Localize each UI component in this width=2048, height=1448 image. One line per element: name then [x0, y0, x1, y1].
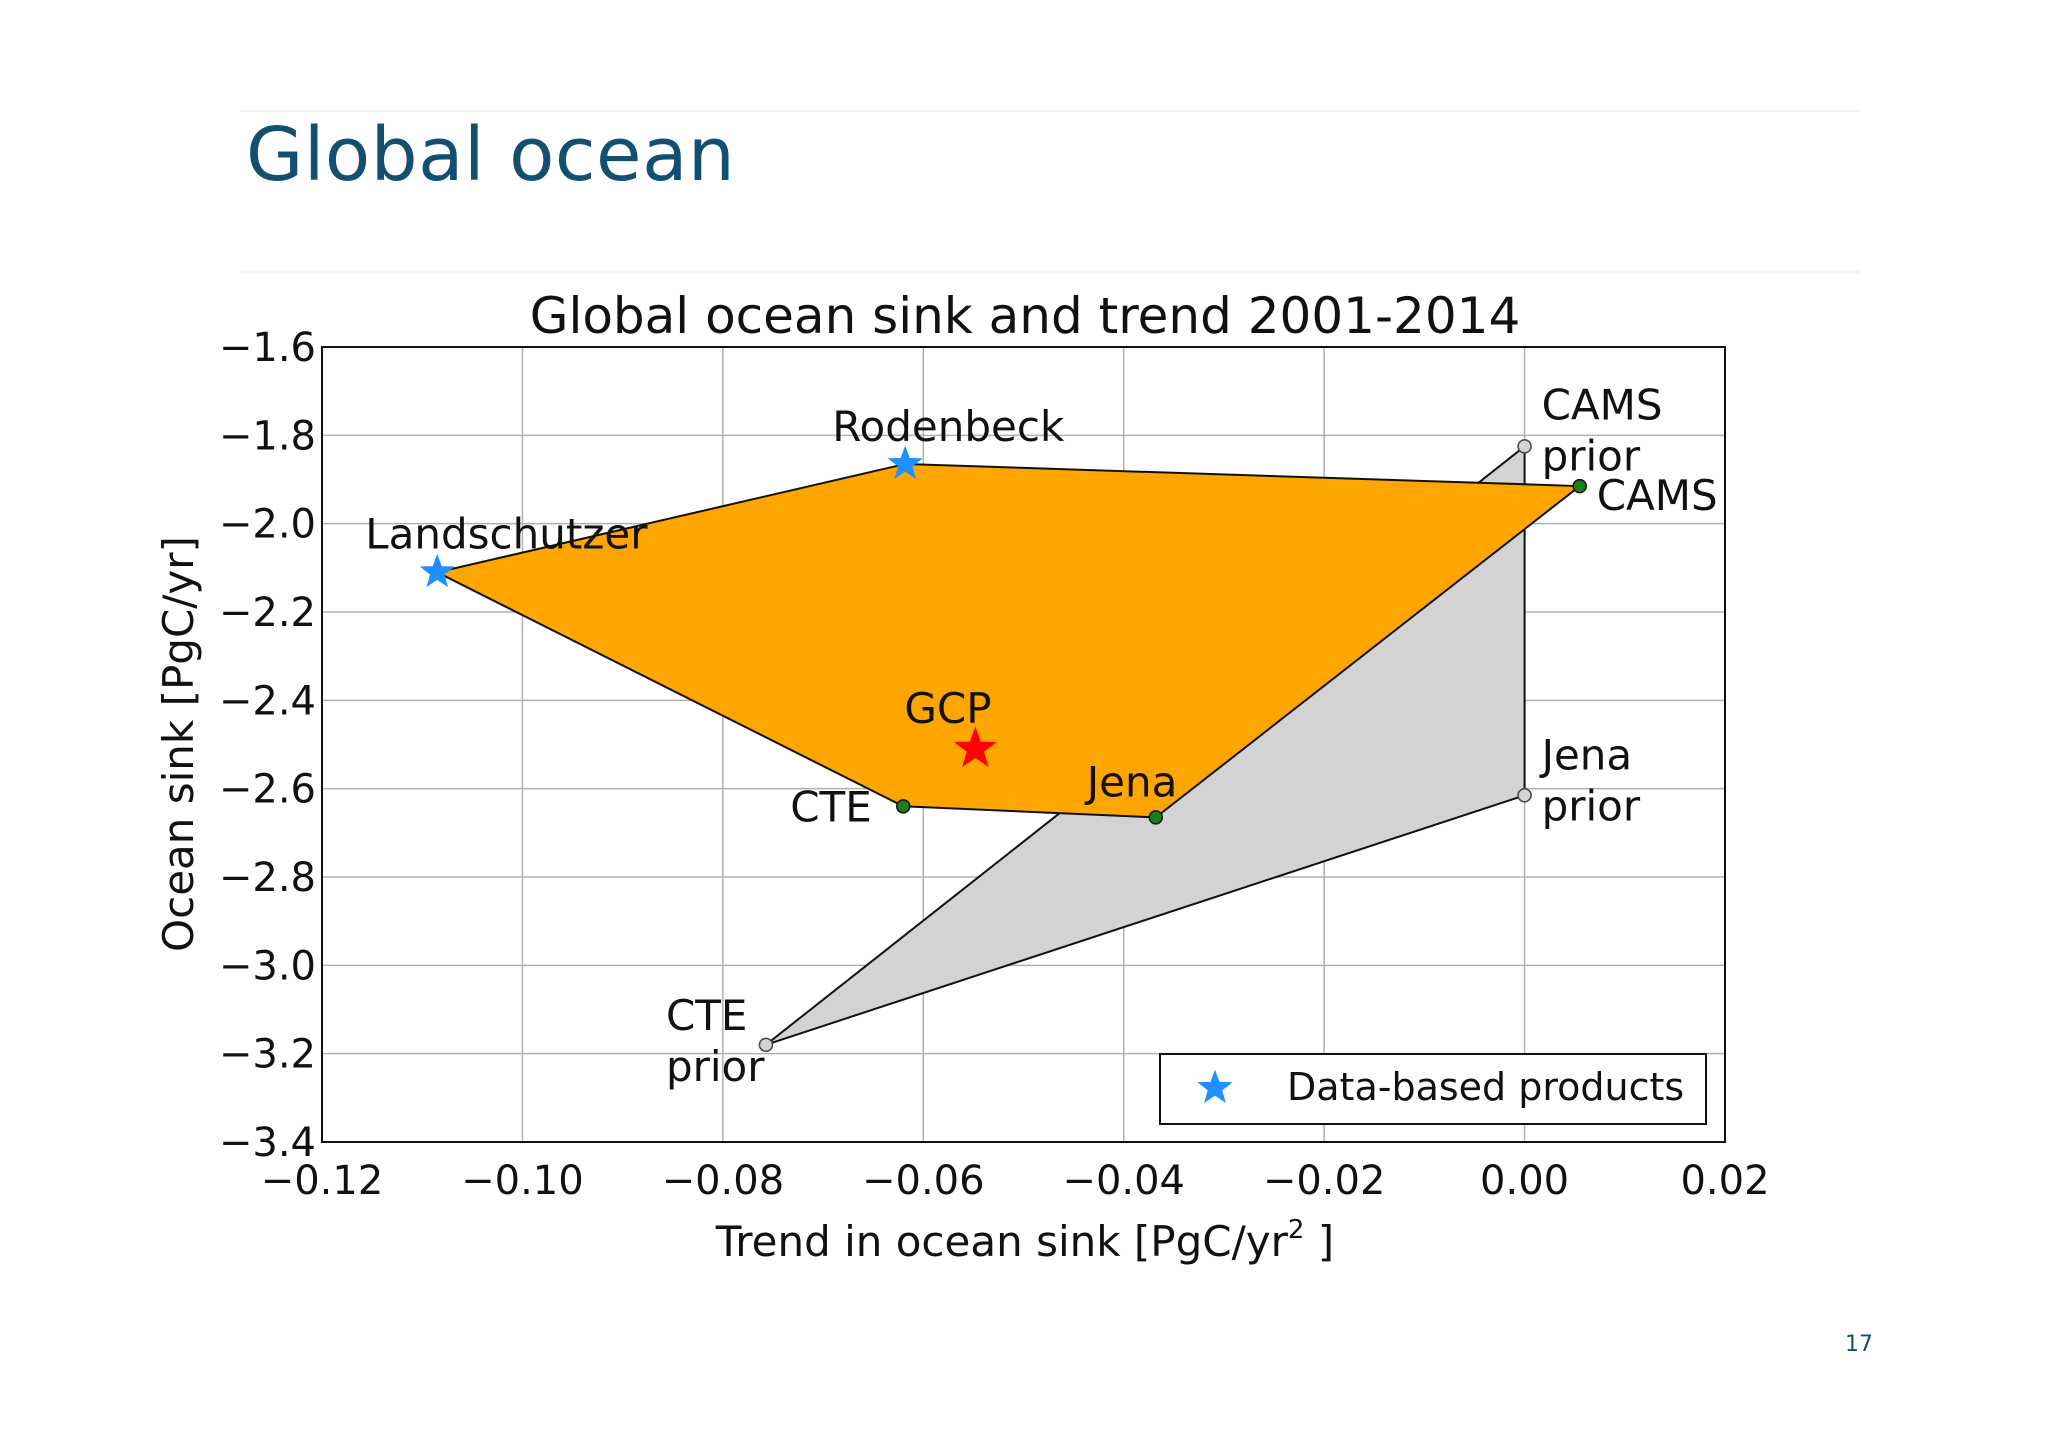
x-tick-label: −0.08 [662, 1158, 785, 1204]
y-tick-label: −3.0 [219, 943, 316, 989]
x-tick-label: −0.02 [1263, 1158, 1386, 1204]
y-axis-label: Ocean sink [PgC/yr] [154, 536, 203, 952]
posterior-envelope-polygon [434, 462, 1583, 819]
jena-marker [1148, 810, 1164, 825]
x-tick-label: −0.04 [1062, 1158, 1185, 1204]
legend-star-icon [1197, 1069, 1233, 1103]
landschutzer-marker [419, 553, 455, 588]
legend-label: Data-based products [1287, 1065, 1684, 1109]
x-tick-label: 0.00 [1480, 1158, 1569, 1204]
jena-prior-label: Jena prior [1539, 730, 1641, 830]
cams-marker [1572, 478, 1587, 494]
posterior-layer [434, 462, 1583, 819]
jena-label: Jena [1084, 757, 1178, 806]
gcp-marker [953, 726, 997, 768]
cams-label: CAMS [1597, 471, 1718, 520]
y-tick-label: −3.2 [219, 1032, 316, 1078]
y-tick-label: −2.8 [219, 855, 316, 901]
header-rule-top [240, 110, 1860, 112]
gcp-label: GCP [904, 684, 991, 733]
x-axis-label-sup: 2 [1288, 1215, 1305, 1245]
x-axis-label-main: Trend in ocean sink [PgC/yr [715, 1217, 1289, 1266]
y-tick-label: −1.6 [219, 325, 316, 371]
x-axis-label-end: ] [1304, 1217, 1334, 1266]
x-tick-label: −0.12 [261, 1158, 384, 1204]
y-tick-label: −2.4 [219, 678, 316, 724]
y-tick-labels: −1.6 −1.8 −2.0 −2.2 −2.4 −2.6 −2.8 −3.0 −3.2 −3.4 [219, 325, 316, 1166]
y-tick-label: −3.4 [219, 1120, 316, 1166]
x-axis-label: Trend in ocean sink [PgC/yr2 ] [715, 1215, 1334, 1266]
plot-frame [321, 346, 1726, 1143]
x-tick-label: −0.06 [862, 1158, 985, 1204]
cte-prior-marker [758, 1037, 774, 1053]
y-tick-label: −1.8 [219, 413, 316, 459]
y-tick-label: −2.2 [219, 590, 316, 636]
cte-label: CTE [790, 782, 872, 831]
landschutzer-label: Landschutzer [365, 509, 648, 558]
page-number: 17 [1845, 1332, 1873, 1357]
cams-prior-marker [1517, 439, 1532, 454]
points-layer [419, 439, 1587, 1053]
jena-prior-marker [1517, 788, 1532, 803]
x-tick-label: −0.10 [461, 1158, 584, 1204]
y-tick-label: −2.0 [219, 502, 316, 548]
header-rule-bottom [240, 271, 1860, 273]
slide-title: Global ocean [246, 112, 736, 198]
x-tick-labels: −0.12 −0.10 −0.08 −0.06 −0.04 −0.02 0.00 0.02 [261, 1158, 1770, 1204]
chart-title: Global ocean sink and trend 2001-2014 [530, 287, 1521, 345]
x-tick-label: 0.02 [1680, 1158, 1769, 1204]
legend: Data-based products [1159, 1053, 1707, 1125]
y-tick-label: −2.6 [219, 767, 316, 813]
cams-prior-label: CAMS prior [1542, 380, 1663, 480]
cte-marker [895, 799, 911, 814]
legend-box [1159, 1053, 1707, 1125]
rodenbeck-marker [887, 445, 923, 479]
rodenbeck-label: Rodenbeck [832, 402, 1065, 451]
cte-prior-label: CTE prior [666, 991, 765, 1091]
